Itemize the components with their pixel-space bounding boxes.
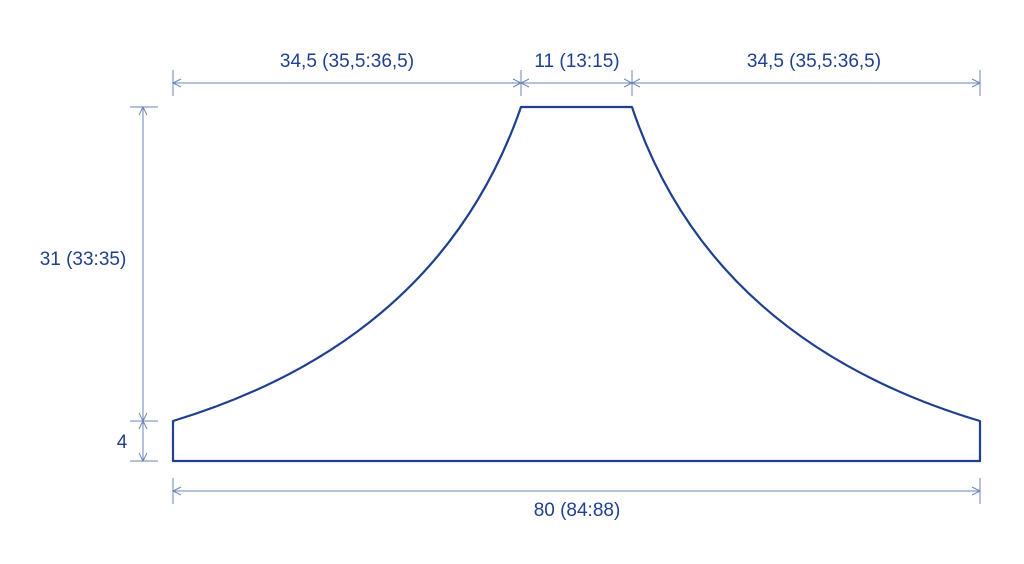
top-right-width-label: 34,5 (35,5:36,5)	[747, 51, 881, 72]
left-dimension-line	[130, 105, 158, 463]
garment-outline	[171, 105, 982, 463]
top-center-width-label: 11 (13:15)	[534, 51, 619, 72]
side-height-label: 31 (33:35)	[40, 249, 127, 270]
edge-height-label: 4	[117, 432, 128, 453]
top-left-width-label: 34,5 (35,5:36,5)	[280, 51, 414, 72]
top-dimension-line	[171, 70, 982, 96]
bottom-width-label: 80 (84:88)	[534, 500, 621, 521]
bottom-dimension-line	[171, 478, 982, 504]
